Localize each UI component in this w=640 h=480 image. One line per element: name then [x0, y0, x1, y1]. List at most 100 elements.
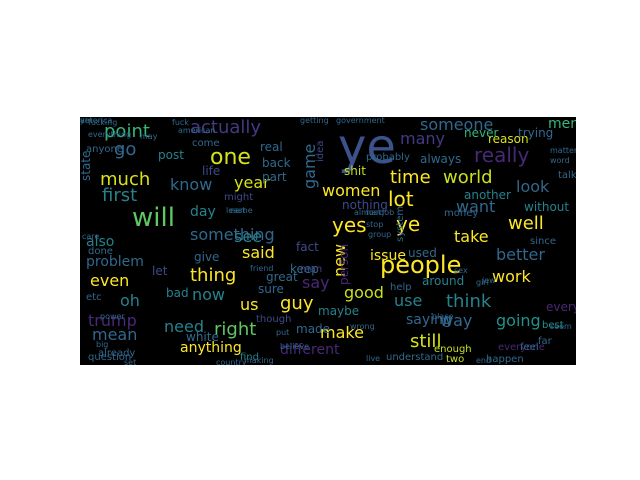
cloud-word: best: [542, 320, 564, 331]
cloud-word: government: [336, 117, 385, 125]
cloud-word: well: [508, 213, 544, 234]
cloud-word: fuck: [172, 118, 189, 127]
cloud-word: everything: [88, 130, 132, 139]
cloud-word: thing: [190, 265, 237, 286]
cloud-word: end: [476, 356, 492, 365]
cloud-word: system: [395, 205, 406, 242]
cloud-word: different: [280, 342, 340, 358]
cloud-word: real: [260, 140, 283, 154]
cloud-word: point: [104, 121, 150, 142]
cloud-word: probably: [366, 152, 410, 163]
cloud-word: always: [420, 152, 462, 166]
cloud-word: right: [214, 319, 257, 340]
cloud-word: need: [164, 317, 204, 336]
cloud-word: wrong: [350, 322, 375, 331]
cloud-word: far: [538, 336, 552, 347]
cloud-word: really: [474, 143, 530, 167]
cloud-word: say: [302, 273, 330, 292]
cloud-word: making: [244, 356, 274, 365]
cloud-word: stop: [366, 220, 384, 229]
cloud-word: almost: [354, 208, 382, 217]
cloud-word: want: [456, 197, 496, 216]
cloud-word: hard: [366, 208, 385, 217]
cloud-word: least: [226, 206, 246, 215]
cloud-word: already: [98, 348, 136, 359]
cloud-word: going: [496, 311, 541, 330]
cloud-word: used: [408, 246, 437, 260]
cloud-word: talking: [558, 170, 576, 181]
cloud-word: look: [516, 177, 550, 196]
cloud-word: jew: [482, 276, 496, 285]
cloud-word: maybe: [318, 304, 360, 318]
cloud-word: first: [102, 185, 138, 206]
cloud-word: never: [464, 126, 499, 140]
cloud-word: feel: [520, 342, 539, 353]
cloud-word: bad: [166, 286, 189, 300]
cloud-word: something: [190, 225, 275, 244]
cloud-word: idea: [315, 140, 326, 162]
cloud-word: person: [337, 243, 351, 285]
cloud-word: another: [464, 188, 511, 202]
cloud-word: give: [194, 250, 220, 264]
cloud-word: understand: [386, 352, 444, 363]
cloud-word: made: [296, 322, 331, 336]
cloud-word: issue: [370, 248, 406, 264]
cloud-word: much: [100, 169, 151, 190]
cloud-word: done: [88, 246, 113, 257]
cloud-word: help: [390, 282, 412, 293]
cloud-word: make: [320, 323, 364, 342]
cloud-word: many: [400, 129, 445, 148]
cloud-word: america: [80, 117, 113, 125]
cloud-word: american: [178, 126, 216, 135]
cloud-word: yes: [332, 213, 367, 237]
cloud-word: sure: [258, 282, 284, 296]
cloud-word: now: [192, 285, 226, 304]
cloud-word: question: [88, 352, 132, 363]
cloud-word: keep: [290, 262, 319, 276]
cloud-word: country: [216, 358, 247, 366]
cloud-word: fact: [296, 240, 319, 254]
cloud-word: trying: [518, 126, 554, 140]
cloud-word: will: [132, 203, 175, 233]
cloud-word: trump: [88, 311, 137, 330]
cloud-word: ye: [396, 212, 421, 236]
cloud-word: even: [90, 271, 130, 290]
cloud-word: said: [242, 243, 275, 262]
word-cloud: ye people will yes ye guy one actually really wor…: [80, 117, 576, 365]
cloud-word: care: [82, 232, 100, 241]
cloud-word: oh: [120, 291, 140, 310]
cloud-word: go: [114, 139, 137, 160]
cloud-word: take: [454, 227, 489, 246]
cloud-word: around: [422, 274, 465, 288]
cloud-word: ye: [338, 119, 396, 175]
cloud-word: everyone: [498, 342, 545, 353]
cloud-word: believe: [280, 342, 310, 351]
cloud-word: name: [230, 206, 253, 215]
cloud-word: life: [202, 164, 221, 178]
cloud-word: problem: [86, 254, 144, 270]
cloud-word: mean: [92, 325, 138, 344]
cloud-word: world: [443, 167, 493, 188]
cloud-word: better: [496, 245, 545, 264]
cloud-word: guy: [280, 293, 314, 314]
cloud-word: money: [444, 208, 479, 219]
cloud-word: post: [158, 148, 184, 162]
cloud-word: word: [550, 156, 570, 165]
cloud-word: anything: [180, 340, 242, 356]
cloud-word: us: [240, 295, 259, 314]
cloud-word: great: [266, 270, 298, 284]
cloud-word: men: [548, 117, 576, 132]
cloud-word: place: [432, 312, 454, 321]
cloud-word: day: [190, 204, 216, 220]
cloud-word: power: [100, 312, 125, 321]
cloud-word: since: [530, 236, 556, 247]
cloud-word: girl: [476, 278, 489, 287]
cloud-word: set: [124, 358, 137, 366]
cloud-word: live: [366, 354, 381, 363]
cloud-word: man: [300, 264, 323, 275]
cloud-word: getting: [300, 117, 329, 125]
cloud-word: friend: [250, 264, 274, 273]
cloud-word: white: [186, 330, 219, 344]
cloud-word: anyone: [86, 144, 123, 155]
cloud-word: women: [322, 181, 381, 200]
